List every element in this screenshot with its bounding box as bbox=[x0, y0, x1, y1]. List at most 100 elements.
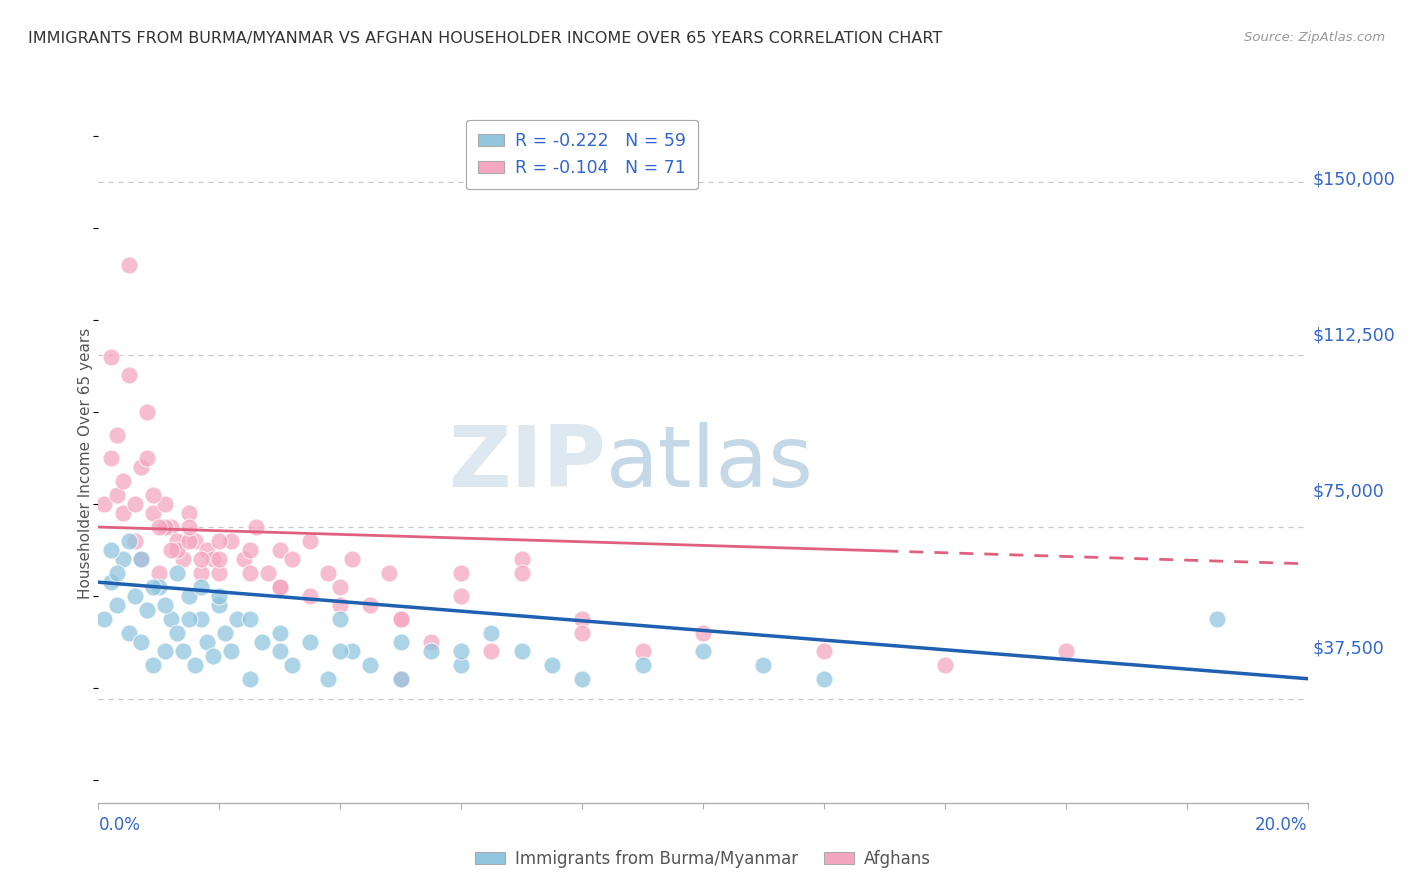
Point bbox=[232, 552, 254, 566]
Point bbox=[540, 657, 562, 672]
Text: 0.0%: 0.0% bbox=[98, 816, 141, 834]
Point bbox=[129, 460, 152, 475]
Point bbox=[221, 533, 243, 548]
Point bbox=[631, 657, 654, 672]
Point bbox=[179, 612, 201, 626]
Point bbox=[93, 497, 115, 511]
Point bbox=[269, 625, 291, 640]
Point bbox=[389, 612, 412, 626]
Point bbox=[221, 644, 243, 658]
Point bbox=[208, 552, 231, 566]
Point bbox=[389, 672, 412, 686]
Point bbox=[148, 566, 170, 580]
Point bbox=[148, 580, 170, 594]
Legend: R = -0.222   N = 59, R = -0.104   N = 71: R = -0.222 N = 59, R = -0.104 N = 71 bbox=[467, 120, 697, 189]
Point bbox=[172, 552, 194, 566]
Point bbox=[420, 644, 443, 658]
Point bbox=[269, 580, 291, 594]
Point bbox=[420, 635, 443, 649]
Legend: Immigrants from Burma/Myanmar, Afghans: Immigrants from Burma/Myanmar, Afghans bbox=[468, 844, 938, 875]
Point bbox=[142, 580, 165, 594]
Point bbox=[239, 543, 262, 558]
Point bbox=[118, 533, 141, 548]
Point bbox=[135, 451, 157, 466]
Point bbox=[1054, 644, 1077, 658]
Point bbox=[316, 566, 339, 580]
Point bbox=[166, 566, 188, 580]
Point bbox=[100, 543, 122, 558]
Point bbox=[510, 566, 533, 580]
Text: ZIP: ZIP bbox=[449, 422, 606, 506]
Point bbox=[256, 566, 278, 580]
Point bbox=[190, 552, 212, 566]
Point bbox=[269, 543, 291, 558]
Point bbox=[1206, 612, 1229, 626]
Text: 20.0%: 20.0% bbox=[1256, 816, 1308, 834]
Point bbox=[631, 644, 654, 658]
Point bbox=[269, 580, 291, 594]
Point bbox=[250, 635, 273, 649]
Point bbox=[281, 657, 304, 672]
Point bbox=[190, 612, 212, 626]
Point bbox=[450, 589, 472, 603]
Point bbox=[329, 612, 352, 626]
Point bbox=[208, 598, 231, 612]
Point bbox=[752, 657, 775, 672]
Point bbox=[111, 506, 134, 520]
Point bbox=[105, 428, 128, 442]
Point bbox=[153, 598, 176, 612]
Point bbox=[510, 644, 533, 658]
Point bbox=[179, 533, 201, 548]
Point bbox=[111, 474, 134, 488]
Point bbox=[195, 543, 218, 558]
Point bbox=[105, 488, 128, 502]
Point bbox=[153, 497, 176, 511]
Point bbox=[571, 625, 593, 640]
Point bbox=[329, 580, 352, 594]
Point bbox=[202, 552, 225, 566]
Point bbox=[166, 533, 188, 548]
Point bbox=[281, 552, 304, 566]
Point bbox=[571, 672, 593, 686]
Point bbox=[105, 598, 128, 612]
Text: IMMIGRANTS FROM BURMA/MYANMAR VS AFGHAN HOUSEHOLDER INCOME OVER 65 YEARS CORRELA: IMMIGRANTS FROM BURMA/MYANMAR VS AFGHAN … bbox=[28, 31, 942, 46]
Point bbox=[813, 672, 835, 686]
Point bbox=[179, 520, 201, 534]
Point bbox=[239, 612, 262, 626]
Point bbox=[142, 657, 165, 672]
Point bbox=[148, 520, 170, 534]
Point bbox=[111, 552, 134, 566]
Point bbox=[100, 451, 122, 466]
Point bbox=[208, 589, 231, 603]
Point bbox=[184, 533, 207, 548]
Point bbox=[124, 589, 146, 603]
Point bbox=[195, 635, 218, 649]
Point bbox=[450, 657, 472, 672]
Point bbox=[160, 520, 183, 534]
Point bbox=[239, 566, 262, 580]
Point bbox=[692, 625, 714, 640]
Point bbox=[208, 566, 231, 580]
Y-axis label: Householder Income Over 65 years: Householder Income Over 65 years bbox=[77, 328, 93, 599]
Point bbox=[692, 644, 714, 658]
Point bbox=[571, 612, 593, 626]
Point bbox=[190, 580, 212, 594]
Point bbox=[202, 648, 225, 663]
Point bbox=[153, 644, 176, 658]
Point bbox=[100, 350, 122, 364]
Point bbox=[124, 497, 146, 511]
Point bbox=[389, 635, 412, 649]
Point bbox=[299, 533, 322, 548]
Point bbox=[118, 625, 141, 640]
Point bbox=[142, 506, 165, 520]
Point bbox=[166, 543, 188, 558]
Point bbox=[100, 575, 122, 590]
Point bbox=[105, 566, 128, 580]
Point bbox=[329, 644, 352, 658]
Point bbox=[389, 672, 412, 686]
Point bbox=[142, 488, 165, 502]
Point bbox=[450, 566, 472, 580]
Point bbox=[184, 657, 207, 672]
Point bbox=[239, 672, 262, 686]
Point bbox=[124, 533, 146, 548]
